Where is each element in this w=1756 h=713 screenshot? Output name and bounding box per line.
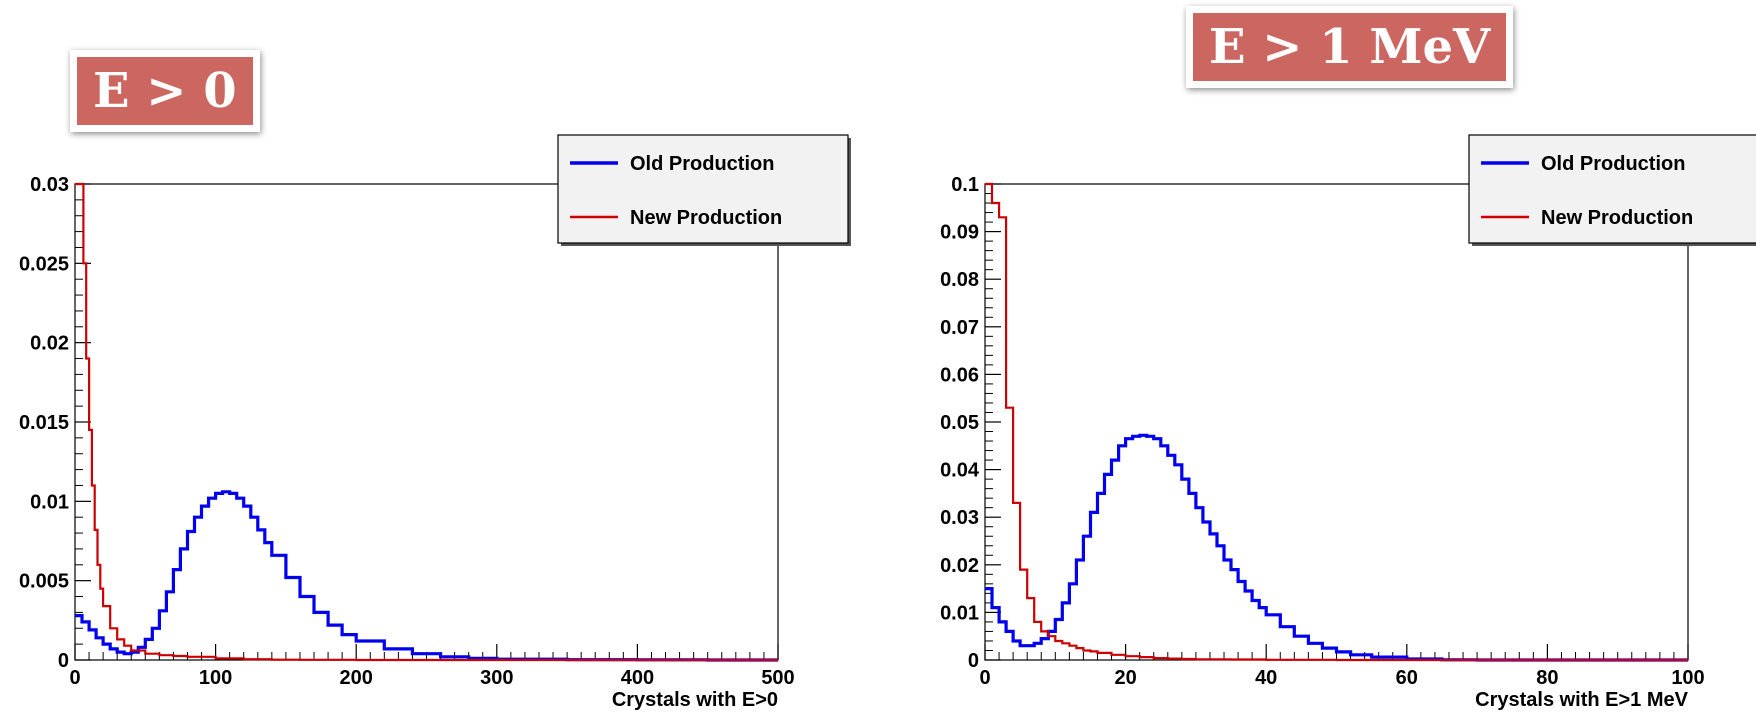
- y-tick-label: 0.1: [951, 174, 979, 196]
- legend-label: New Production: [630, 207, 782, 229]
- x-tick-label: 40: [1255, 667, 1277, 689]
- y-tick-label: 0.03: [30, 174, 69, 196]
- y-tick-label: 0.04: [940, 460, 980, 482]
- y-tick-label: 0.02: [30, 333, 69, 355]
- y-tick-label: 0.06: [940, 364, 979, 386]
- x-tick-label: 500: [761, 667, 794, 689]
- y-tick-label: 0.01: [30, 491, 69, 513]
- y-tick-label: 0.02: [940, 555, 979, 577]
- y-tick-label: 0.05: [940, 412, 979, 434]
- chart-title-right: E > 1 MeV: [1186, 6, 1514, 88]
- legend: Old Production New Production: [557, 134, 851, 246]
- y-tick-label: 0.09: [940, 222, 979, 244]
- x-tick-label: 200: [340, 667, 373, 689]
- series-line-new-production: [75, 182, 778, 662]
- x-tick-label: 0: [69, 667, 80, 689]
- legend-label: Old Production: [630, 153, 774, 175]
- x-tick-label: 60: [1396, 667, 1418, 689]
- plot-frame: [74, 183, 779, 661]
- y-tick-label: 0: [968, 650, 979, 672]
- y-tick-label: 0.005: [19, 571, 69, 593]
- x-tick-label: 20: [1114, 667, 1136, 689]
- y-tick-label: 0.025: [19, 253, 69, 275]
- legend-label: Old Production: [1541, 153, 1685, 175]
- legend-label: New Production: [1541, 207, 1693, 229]
- x-tick-label: 300: [480, 667, 513, 689]
- x-axis-title: Crystals with E>0: [612, 689, 778, 711]
- y-tick-label: 0.01: [940, 602, 979, 624]
- x-tick-label: 100: [1671, 667, 1704, 689]
- series-line-old-production: [985, 433, 1688, 662]
- legend-box: [1468, 134, 1756, 244]
- y-tick-label: 0.015: [19, 412, 69, 434]
- legend: Old Production New Production: [1468, 134, 1756, 246]
- plot-frame: [984, 183, 1689, 661]
- x-tick-label: 100: [199, 667, 232, 689]
- series-line-new-production: [985, 182, 1688, 662]
- legend-box: [557, 134, 849, 244]
- chart-panel-0: 0 100 200 300 400 500 0 0.005 0.01 0.015 0.02 0.025…: [19, 134, 851, 711]
- x-axis-title: Crystals with E>1 MeV: [1475, 689, 1689, 711]
- y-tick-label: 0.07: [940, 317, 979, 339]
- x-tick-label: 80: [1536, 667, 1558, 689]
- x-tick-label: 400: [621, 667, 654, 689]
- y-tick-label: 0.08: [940, 269, 979, 291]
- x-tick-label: 0: [979, 667, 990, 689]
- series-line-old-production: [75, 490, 778, 662]
- y-tick-label: 0.03: [940, 507, 979, 529]
- y-tick-label: 0: [58, 650, 69, 672]
- chart-panel-1: 0 20 40 60 80 100 0 0.01 0.02 0.03 0.04 0.05 0.06 0.0…: [940, 134, 1756, 711]
- chart-title-left: E > 0: [70, 50, 260, 132]
